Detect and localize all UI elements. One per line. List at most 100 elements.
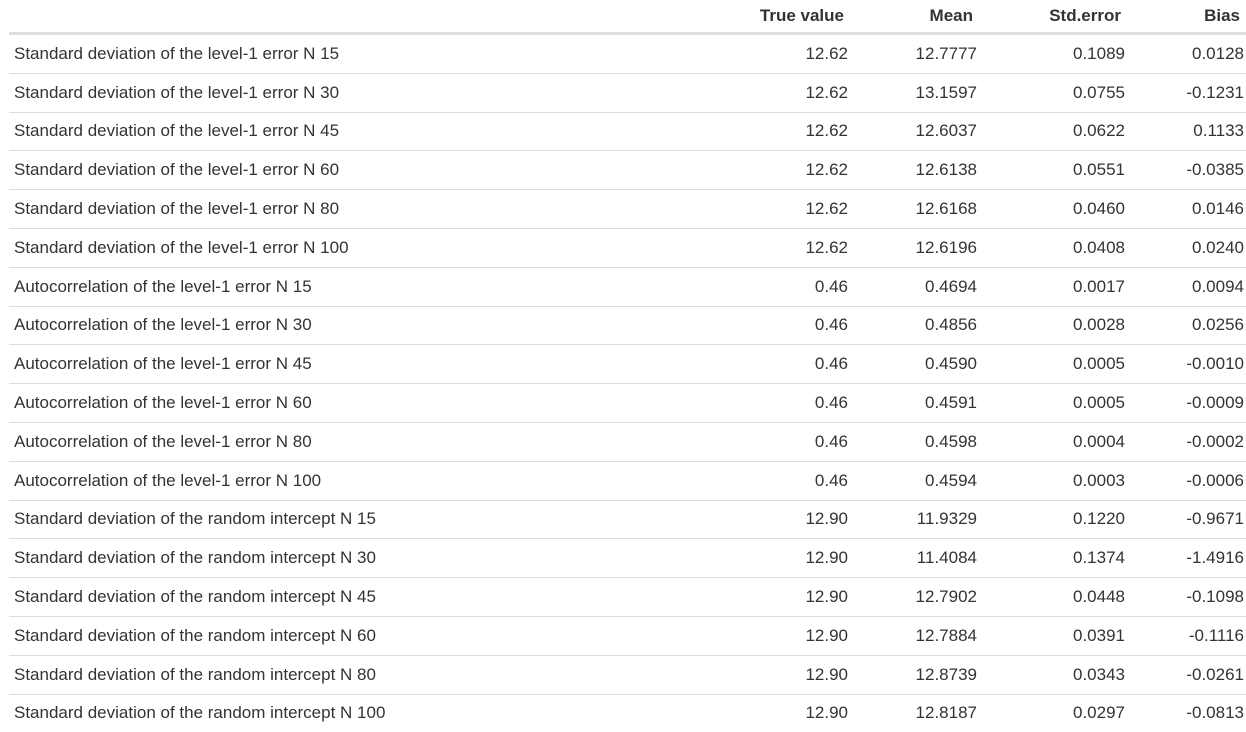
cell-mean: 13.1597 bbox=[850, 73, 979, 112]
cell-mean: 12.6037 bbox=[850, 112, 979, 151]
cell-bias: 0.0094 bbox=[1127, 267, 1246, 306]
cell-std-error: 0.0408 bbox=[979, 228, 1127, 267]
cell-bias: 0.0146 bbox=[1127, 190, 1246, 229]
cell-true-value: 12.90 bbox=[697, 616, 850, 655]
cell-mean: 11.9329 bbox=[850, 500, 979, 539]
column-header-label bbox=[9, 0, 697, 34]
cell-label: Standard deviation of the level-1 error … bbox=[9, 190, 697, 229]
cell-mean: 12.6196 bbox=[850, 228, 979, 267]
cell-std-error: 0.0004 bbox=[979, 422, 1127, 461]
cell-bias: 0.1133 bbox=[1127, 112, 1246, 151]
cell-true-value: 12.62 bbox=[697, 112, 850, 151]
cell-bias: -0.0009 bbox=[1127, 384, 1246, 423]
cell-true-value: 0.46 bbox=[697, 267, 850, 306]
cell-std-error: 0.0005 bbox=[979, 384, 1127, 423]
cell-true-value: 12.62 bbox=[697, 73, 850, 112]
cell-true-value: 0.46 bbox=[697, 422, 850, 461]
cell-label: Autocorrelation of the level-1 error N 3… bbox=[9, 306, 697, 345]
cell-std-error: 0.1089 bbox=[979, 34, 1127, 74]
cell-mean: 12.7902 bbox=[850, 578, 979, 617]
cell-mean: 0.4594 bbox=[850, 461, 979, 500]
cell-std-error: 0.0391 bbox=[979, 616, 1127, 655]
cell-mean: 0.4590 bbox=[850, 345, 979, 384]
cell-label: Autocorrelation of the level-1 error N 8… bbox=[9, 422, 697, 461]
cell-label: Standard deviation of the level-1 error … bbox=[9, 228, 697, 267]
table-row: Standard deviation of the random interce… bbox=[9, 578, 1246, 617]
cell-mean: 0.4694 bbox=[850, 267, 979, 306]
cell-true-value: 12.90 bbox=[697, 578, 850, 617]
cell-label: Standard deviation of the level-1 error … bbox=[9, 151, 697, 190]
cell-mean: 11.4084 bbox=[850, 539, 979, 578]
cell-std-error: 0.0755 bbox=[979, 73, 1127, 112]
cell-bias: -0.0002 bbox=[1127, 422, 1246, 461]
cell-std-error: 0.0028 bbox=[979, 306, 1127, 345]
cell-true-value: 12.62 bbox=[697, 228, 850, 267]
cell-true-value: 12.90 bbox=[697, 655, 850, 694]
cell-std-error: 0.0017 bbox=[979, 267, 1127, 306]
cell-bias: -1.4916 bbox=[1127, 539, 1246, 578]
table-row: Standard deviation of the random interce… bbox=[9, 539, 1246, 578]
cell-bias: -0.1231 bbox=[1127, 73, 1246, 112]
results-table: True value Mean Std.error Bias Standard … bbox=[9, 0, 1246, 732]
cell-label: Standard deviation of the level-1 error … bbox=[9, 112, 697, 151]
table-row: Standard deviation of the level-1 error … bbox=[9, 190, 1246, 229]
cell-std-error: 0.0622 bbox=[979, 112, 1127, 151]
table-row: Standard deviation of the level-1 error … bbox=[9, 112, 1246, 151]
column-header-mean: Mean bbox=[850, 0, 979, 34]
cell-bias: 0.0240 bbox=[1127, 228, 1246, 267]
table-row: Autocorrelation of the level-1 error N 4… bbox=[9, 345, 1246, 384]
cell-mean: 12.6138 bbox=[850, 151, 979, 190]
cell-std-error: 0.0005 bbox=[979, 345, 1127, 384]
cell-label: Standard deviation of the random interce… bbox=[9, 500, 697, 539]
cell-label: Standard deviation of the level-1 error … bbox=[9, 73, 697, 112]
cell-mean: 0.4591 bbox=[850, 384, 979, 423]
results-table-container: True value Mean Std.error Bias Standard … bbox=[9, 0, 1246, 732]
cell-mean: 0.4856 bbox=[850, 306, 979, 345]
table-row: Autocorrelation of the level-1 error N 1… bbox=[9, 267, 1246, 306]
cell-std-error: 0.1220 bbox=[979, 500, 1127, 539]
cell-label: Autocorrelation of the level-1 error N 1… bbox=[9, 267, 697, 306]
cell-bias: -0.9671 bbox=[1127, 500, 1246, 539]
table-header: True value Mean Std.error Bias bbox=[9, 0, 1246, 34]
table-row: Autocorrelation of the level-1 error N 3… bbox=[9, 306, 1246, 345]
cell-true-value: 12.90 bbox=[697, 500, 850, 539]
cell-bias: -0.0813 bbox=[1127, 694, 1246, 732]
cell-mean: 12.8739 bbox=[850, 655, 979, 694]
cell-std-error: 0.0297 bbox=[979, 694, 1127, 732]
cell-bias: 0.0256 bbox=[1127, 306, 1246, 345]
cell-true-value: 12.62 bbox=[697, 34, 850, 74]
cell-label: Autocorrelation of the level-1 error N 1… bbox=[9, 461, 697, 500]
table-row: Standard deviation of the random interce… bbox=[9, 694, 1246, 732]
table-row: Standard deviation of the level-1 error … bbox=[9, 228, 1246, 267]
column-header-bias: Bias bbox=[1127, 0, 1246, 34]
cell-std-error: 0.0343 bbox=[979, 655, 1127, 694]
cell-true-value: 12.90 bbox=[697, 539, 850, 578]
cell-label: Autocorrelation of the level-1 error N 6… bbox=[9, 384, 697, 423]
table-row: Standard deviation of the level-1 error … bbox=[9, 73, 1246, 112]
table-row: Autocorrelation of the level-1 error N 8… bbox=[9, 422, 1246, 461]
cell-std-error: 0.0448 bbox=[979, 578, 1127, 617]
cell-label: Standard deviation of the random interce… bbox=[9, 578, 697, 617]
cell-label: Standard deviation of the level-1 error … bbox=[9, 34, 697, 74]
cell-bias: -0.0385 bbox=[1127, 151, 1246, 190]
cell-label: Standard deviation of the random interce… bbox=[9, 616, 697, 655]
cell-true-value: 0.46 bbox=[697, 306, 850, 345]
cell-std-error: 0.1374 bbox=[979, 539, 1127, 578]
cell-mean: 12.8187 bbox=[850, 694, 979, 732]
cell-bias: -0.0261 bbox=[1127, 655, 1246, 694]
header-row: True value Mean Std.error Bias bbox=[9, 0, 1246, 34]
cell-bias: -0.0006 bbox=[1127, 461, 1246, 500]
table-row: Autocorrelation of the level-1 error N 1… bbox=[9, 461, 1246, 500]
column-header-true-value: True value bbox=[697, 0, 850, 34]
cell-label: Standard deviation of the random interce… bbox=[9, 539, 697, 578]
table-row: Standard deviation of the random interce… bbox=[9, 655, 1246, 694]
table-row: Standard deviation of the random interce… bbox=[9, 500, 1246, 539]
table-row: Autocorrelation of the level-1 error N 6… bbox=[9, 384, 1246, 423]
cell-bias: -0.1098 bbox=[1127, 578, 1246, 617]
column-header-std-error: Std.error bbox=[979, 0, 1127, 34]
cell-mean: 0.4598 bbox=[850, 422, 979, 461]
cell-label: Autocorrelation of the level-1 error N 4… bbox=[9, 345, 697, 384]
cell-true-value: 0.46 bbox=[697, 345, 850, 384]
table-row: Standard deviation of the level-1 error … bbox=[9, 151, 1246, 190]
table-row: Standard deviation of the level-1 error … bbox=[9, 34, 1246, 74]
